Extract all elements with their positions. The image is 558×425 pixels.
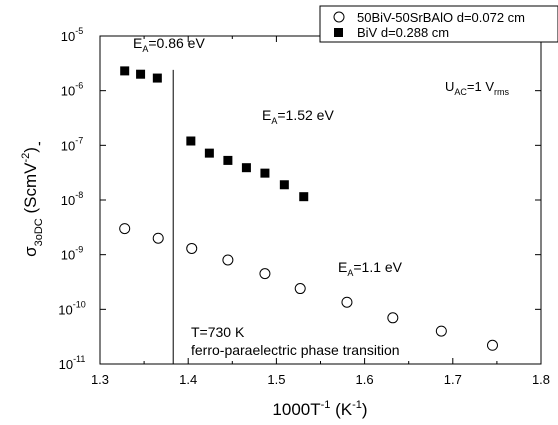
annotation-transition-temp: T=730 K <box>191 324 245 340</box>
legend-marker-square <box>334 28 343 37</box>
x-tick-label: 1.3 <box>91 372 109 387</box>
legend-label-BiV: BiV d=0.288 cm <box>357 25 449 40</box>
legend-box <box>319 5 558 43</box>
y-tick-label: 10-9 <box>61 245 83 263</box>
legend-label-50BiV: 50BiV-50SrBAlO d=0.072 cm <box>357 10 525 25</box>
data-point-circle <box>486 339 498 351</box>
data-point-circle <box>341 296 353 308</box>
x-axis-label: 1000T-1 (K-1) <box>272 399 367 419</box>
y-axis-label-prime: ' <box>38 140 41 157</box>
y-tick-label: 10-5 <box>61 26 83 44</box>
annotation-ea-11: EA=1.1 eV <box>338 259 403 278</box>
legend-marker-circle <box>333 11 345 23</box>
x-tick-label: 1.4 <box>179 372 197 387</box>
y-tick-label: 10-10 <box>58 299 85 317</box>
y-axis-ticks: 10-5 10-6 10-7 10-8 10-9 10-10 10-11 <box>58 26 541 372</box>
y-tick-label: 10-8 <box>61 190 83 208</box>
x-tick-label: 1.5 <box>267 372 285 387</box>
data-point-square <box>120 66 130 76</box>
series-BiV <box>120 66 309 202</box>
legend: 50BiV-50SrBAlO d=0.072 cm BiV d=0.288 cm <box>319 5 558 43</box>
data-point-circle <box>294 283 306 295</box>
data-point-circle <box>387 312 399 324</box>
x-tick-label: 1.7 <box>444 372 462 387</box>
data-point-square <box>241 163 251 173</box>
data-point-square <box>136 69 146 79</box>
y-axis-label: σ3oDC (ScmV-2) <box>20 147 45 257</box>
x-tick-label: 1.6 <box>356 372 374 387</box>
data-point-circle <box>259 268 271 280</box>
annotation-ea-086: EA=0.86 eV <box>133 35 205 54</box>
data-point-square <box>152 73 162 83</box>
annotation-transition-desc: ferro-paraelectric phase transition <box>191 342 400 358</box>
y-tick-label: 10-7 <box>61 135 83 153</box>
data-point-square <box>279 180 289 190</box>
data-point-circle <box>152 232 164 244</box>
y-tick-label: 10-6 <box>61 81 83 99</box>
data-point-square <box>299 192 309 202</box>
y-tick-label: 10-11 <box>59 354 86 372</box>
data-point-circle <box>119 223 131 235</box>
annotation-ea-152: EA=1.52 eV <box>262 107 334 126</box>
series-50BiV-50SrBAlO <box>119 223 498 351</box>
x-axis-ticks: 1.3 1.4 1.5 1.6 1.7 1.8 <box>91 36 550 387</box>
data-point-circle <box>435 325 447 337</box>
data-point-square <box>223 155 233 165</box>
annotation-uac: UAC=1 Vrms <box>445 79 510 97</box>
x-tick-label: 1.8 <box>532 372 550 387</box>
data-point-square <box>260 168 270 178</box>
data-point-square <box>186 136 196 146</box>
data-point-circle <box>186 242 198 254</box>
data-point-square <box>204 148 214 158</box>
data-point-circle <box>222 254 234 266</box>
